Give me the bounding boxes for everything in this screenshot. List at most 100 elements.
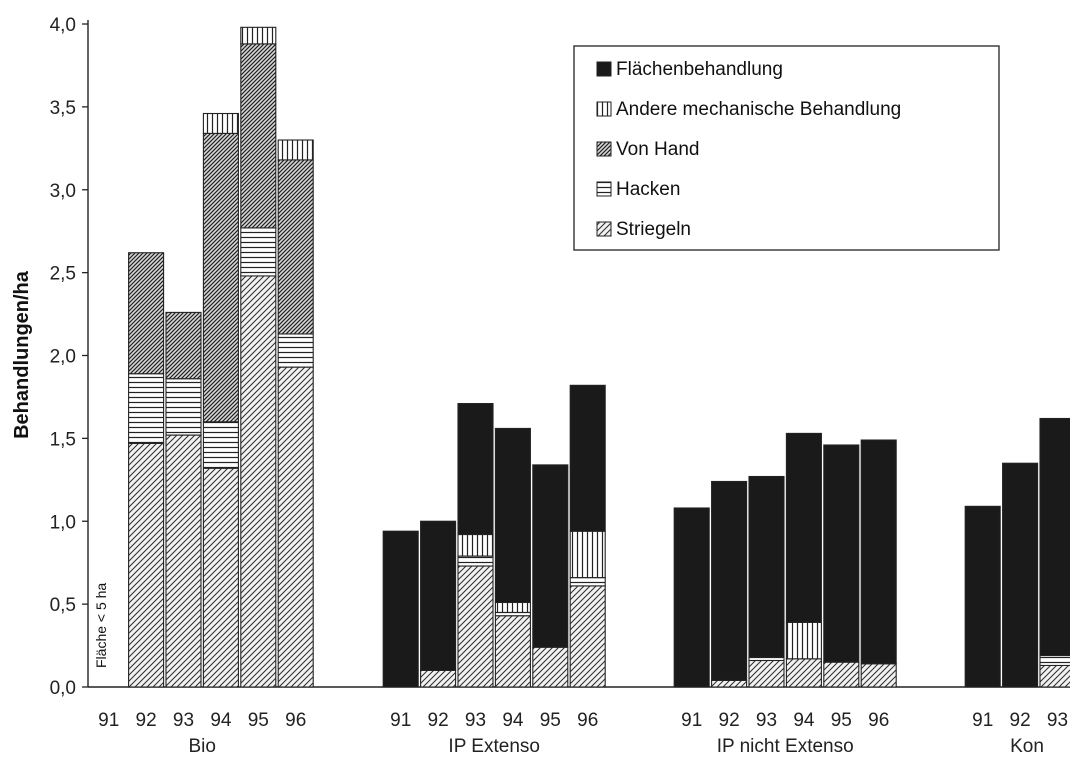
group-label: IP nicht Extenso: [717, 736, 854, 757]
legend-label: Andere mechanische Behandlung: [616, 99, 901, 120]
x-tick-label: 93: [756, 710, 777, 731]
y-tick-label: 4,0: [50, 15, 76, 36]
x-tick-label: 94: [793, 710, 815, 731]
legend-swatch: [596, 101, 612, 117]
bar-segment: [240, 227, 277, 277]
bar-segment: [128, 252, 165, 375]
bar-segment: [823, 444, 860, 663]
bar-segment: [457, 565, 494, 688]
legend-swatch: [596, 221, 612, 237]
bar-segment: [1002, 462, 1039, 688]
x-tick-label: 93: [1047, 710, 1068, 731]
y-axis-title: Behandlungen/ha: [11, 270, 33, 439]
x-tick-label: 92: [1010, 710, 1031, 731]
x-tick-label: 93: [465, 710, 486, 731]
bar-segment: [165, 378, 202, 436]
bar-segment: [202, 112, 239, 134]
y-tick-label: 2,0: [50, 347, 76, 368]
bar-segment: [823, 661, 860, 688]
x-tick-label: 92: [719, 710, 740, 731]
bar-segment: [420, 669, 457, 688]
x-tick-label: 93: [173, 710, 194, 731]
x-tick-label: 96: [285, 710, 306, 731]
bar-segment: [240, 43, 277, 229]
y-tick-label: 1,5: [50, 429, 76, 450]
legend-swatch: [596, 181, 612, 197]
bar-segment: [711, 480, 748, 681]
bar-segment: [785, 432, 822, 623]
x-tick-label: 91: [98, 710, 119, 731]
bar-segment: [494, 601, 531, 613]
bar-segment: [277, 366, 314, 688]
area-note: Fläche < 5 ha: [93, 583, 109, 668]
bar-segment: [785, 658, 822, 688]
x-tick-label: 92: [136, 710, 157, 731]
legend-swatch: [596, 141, 612, 157]
bar-segment: [240, 275, 277, 688]
bar-segment: [860, 439, 897, 665]
bar-segment: [532, 464, 569, 648]
bar-segment: [277, 139, 314, 161]
bar-segment: [569, 530, 606, 579]
x-tick-label: 92: [428, 710, 449, 731]
bar-segment: [569, 585, 606, 688]
legend-label: Flächenbehandlung: [616, 59, 783, 80]
bar-segment: [128, 442, 165, 688]
bar-segment: [457, 555, 494, 567]
y-tick-label: 2,5: [50, 264, 76, 285]
x-tick-label: 95: [540, 710, 561, 731]
bar-segment: [128, 373, 165, 444]
bar-segment: [277, 159, 314, 335]
bar-segment: [240, 26, 277, 45]
bar-segment: [748, 475, 785, 658]
bar-segment: [673, 507, 710, 688]
bar-segment: [277, 333, 314, 368]
bar-segment: [420, 520, 457, 671]
bar-segment: [165, 311, 202, 380]
x-tick-label: 94: [210, 710, 232, 731]
bar-segment: [1039, 654, 1070, 667]
legend-swatch: [596, 61, 612, 77]
bars: [128, 26, 1070, 688]
bar-segment: [382, 530, 419, 688]
bar-segment: [1039, 664, 1070, 688]
x-tick-label: 94: [502, 710, 524, 731]
legend: Flächenbehandlung Andere mechanische Beha…: [573, 45, 1000, 251]
y-tick-label: 0,5: [50, 595, 76, 616]
bar-segment: [569, 384, 606, 532]
x-axis-labels: 91 92 93 94 95 96 Bio 91 92 93 94 95 96 IP Extenso 91 9…: [98, 710, 1068, 757]
bar-segment: [202, 421, 239, 469]
legend-box: [573, 45, 1000, 251]
bar-segment: [494, 615, 531, 688]
bar-segment: [202, 132, 239, 423]
group-label: Kon: [1010, 736, 1044, 757]
x-tick-label: 96: [577, 710, 598, 731]
bar-segment: [457, 533, 494, 557]
bar-segment: [860, 663, 897, 688]
bar-segment: [532, 646, 569, 688]
x-tick-label: 95: [248, 710, 269, 731]
x-tick-label: 95: [831, 710, 852, 731]
bar-segment: [165, 434, 202, 688]
x-tick-label: 91: [681, 710, 702, 731]
y-tick-label: 3,5: [50, 98, 76, 119]
bar-segment: [494, 427, 531, 604]
legend-label: Striegeln: [616, 219, 691, 240]
bar-segment: [1039, 417, 1070, 657]
bar-segment: [202, 467, 239, 688]
x-tick-label: 91: [390, 710, 411, 731]
legend-label: Hacken: [616, 179, 680, 200]
x-tick-label: 91: [972, 710, 993, 731]
legend-label: Von Hand: [616, 139, 699, 160]
group-label: IP Extenso: [448, 736, 540, 757]
bar-segment: [457, 403, 494, 536]
bar-segment: [711, 679, 748, 688]
x-tick-label: 96: [868, 710, 889, 731]
y-tick-label: 1,0: [50, 512, 76, 533]
y-tick-label: 3,0: [50, 181, 76, 202]
group-label: Bio: [188, 736, 215, 757]
bar-segment: [964, 505, 1001, 688]
bar-segment: [748, 659, 785, 688]
bar-segment: [785, 621, 822, 660]
